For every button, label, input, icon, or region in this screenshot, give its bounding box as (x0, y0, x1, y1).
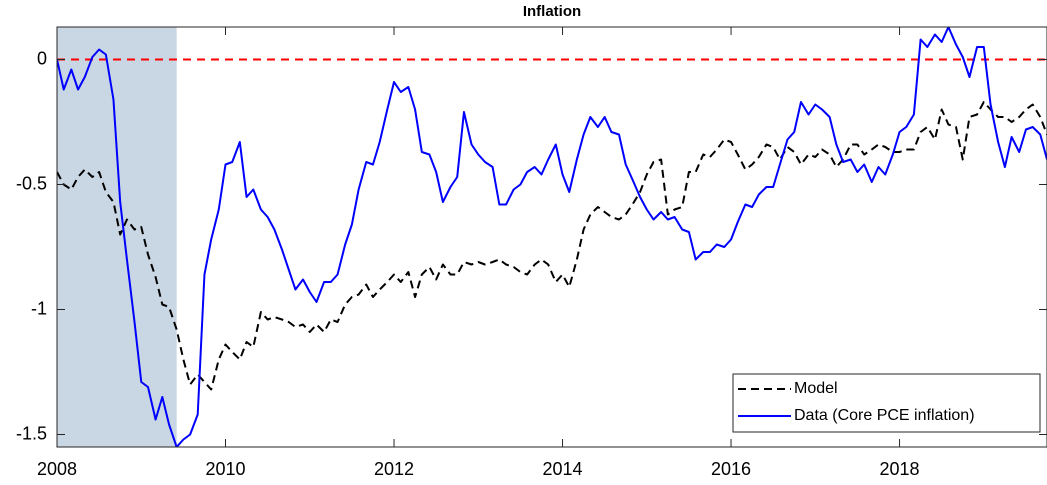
plot-area (57, 27, 1047, 447)
legend: Model Data (Core PCE inflation) (732, 373, 1041, 433)
axes: -1.5 -1 -0.5 0 2008 2010 2012 2014 2016 2018 Model… (16, 26, 1047, 479)
x-tick-label: 2008 (37, 459, 77, 479)
x-tick-label: 2016 (711, 459, 751, 479)
shaded-region (57, 27, 177, 447)
legend-label: Data (Core PCE inflation) (794, 407, 975, 424)
series-line (57, 27, 1047, 447)
series-line (57, 101, 1047, 391)
y-tick-label: 0 (37, 48, 47, 68)
y-tick-label: -1.5 (16, 423, 47, 443)
x-tick-label: 2010 (205, 459, 245, 479)
y-tick-label: -1 (31, 298, 47, 318)
x-tick-label: 2012 (374, 459, 414, 479)
legend-label: Model (794, 380, 838, 397)
x-tick-label: 2018 (880, 459, 920, 479)
y-tick-label: -0.5 (16, 173, 47, 193)
chart-title: Inflation (523, 3, 581, 20)
axes-frame (56, 26, 1047, 448)
x-tick-label: 2014 (543, 459, 583, 479)
legend-box (732, 373, 1041, 433)
